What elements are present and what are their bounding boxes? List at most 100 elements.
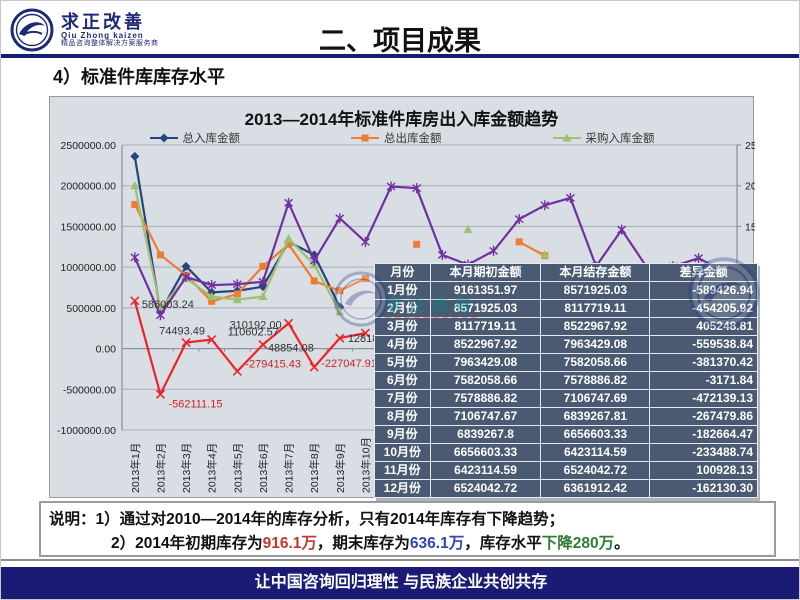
svg-text:2013年1月: 2013年1月 [129,443,142,493]
table-header-cell: 月份 [374,263,431,282]
table-row: 5月份 7963429.08 7582058.66 -381370.42 [374,353,758,372]
table-cell: -381370.42 [649,353,758,372]
svg-text:2013年2月: 2013年2月 [154,443,167,493]
svg-text:0.00: 0.00 [96,344,117,356]
svg-text:2013年4月: 2013年4月 [206,443,219,493]
table-cell: 4月份 [374,335,431,354]
table-cell: 7578886.82 [540,371,651,390]
svg-text:-279415.43: -279415.43 [245,358,301,370]
svg-text:2500: 2500 [745,140,755,152]
table-header: 月份 本月期初金额 本月结存金额 差异金额 [374,263,758,282]
table-cell: 8571925.03 [540,281,651,300]
table-cell: 7963429.08 [429,353,542,372]
table-cell: 7578886.82 [429,389,542,408]
table-cell: 7月份 [374,389,431,408]
table-cell: 11月份 [374,461,431,480]
table-cell: 10月份 [374,443,431,462]
page-title: 二、项目成果 [319,26,481,56]
svg-text:1000000.00: 1000000.00 [61,262,117,274]
table-cell: 6656603.33 [429,443,542,462]
table-cell: 7582058.66 [540,353,651,372]
svg-text:2000000.00: 2000000.00 [61,181,117,193]
table-cell: 405248.81 [649,317,758,336]
svg-text:12818: 12818 [348,333,379,345]
table-cell: 9161351.97 [429,281,542,300]
table-cell: -559538.84 [649,335,758,354]
svg-text:2013年9月: 2013年9月 [334,443,347,493]
svg-text:-1000000.00: -1000000.00 [57,425,116,437]
table-row: 12月份 6524042.72 6361912.42 -162130.30 [374,479,758,498]
table-cell: 8117719.11 [429,317,542,336]
table-cell: 8117719.11 [540,299,651,318]
table-cell: 9月份 [374,425,431,444]
table-cell: -3171.84 [649,371,758,390]
table-cell: -589426.94 [649,281,758,300]
legend-label: 总入库金额 [182,133,241,145]
svg-text:500000.00: 500000.00 [66,303,116,315]
legend-marker-icon [552,133,581,142]
svg-text:2013年7月: 2013年7月 [283,443,296,493]
table-cell: 1月份 [374,281,431,300]
legend-item: 采购入库金额 [552,130,655,146]
company-logo: 求正改善 Qiu Zhong kaizen 精品咨询整体解决方案服务商 [9,7,159,53]
svg-text:2013年6月: 2013年6月 [257,443,270,493]
section-title: 4）标准件库库存水平 [53,67,226,87]
table-cell: 6524042.72 [429,479,542,498]
footer-slogan: 让中国咨询回归理性 与民族企业共创共存 [1,567,799,599]
table-row: 8月份 7106747.67 6839267.81 -267479.86 [374,407,758,426]
table-cell: 6月份 [374,371,431,390]
table-cell: 12月份 [374,479,431,498]
svg-text:-227047.91: -227047.91 [321,358,377,370]
table-cell: 6656603.33 [540,425,651,444]
svg-text:2013年5月: 2013年5月 [231,443,244,493]
table-cell: 7582058.66 [429,371,542,390]
table-row: 3月份 8117719.11 8522967.92 405248.81 [374,317,758,336]
svg-text:2000: 2000 [745,181,755,193]
svg-text:2500000.00: 2500000.00 [61,140,117,152]
table-row: 6月份 7582058.66 7578886.82 -3171.84 [374,371,758,390]
svg-text:2013年3月: 2013年3月 [180,443,193,493]
svg-text:1500: 1500 [745,221,755,233]
svg-text:310192.00: 310192.00 [230,319,282,331]
svg-text:48854.08: 48854.08 [268,343,314,355]
table-header-cell: 本月期初金额 [429,263,542,282]
table-cell: -267479.86 [649,407,758,426]
table-cell: 6361912.42 [540,479,651,498]
notes-box: 说明：1）通过对2010—2014年的库存分析，只有2014年库存有下降趋势； … [39,501,776,557]
table-cell: 8522967.92 [429,335,542,354]
table-cell: 7106747.67 [429,407,542,426]
table-cell: -162130.30 [649,479,758,498]
table-row: 2月份 8571925.03 8117719.11 -454205.92 [374,299,758,318]
table-row: 11月份 6423114.59 6524042.72 100928.13 [374,461,758,480]
table-cell: -454205.92 [649,299,758,318]
logo-tagline: 精品咨询整体解决方案服务商 [61,39,159,47]
table-cell: 5月份 [374,353,431,372]
chart-title: 2013—2014年标准件库房出入库金额趋势 [244,110,559,129]
table-cell: 8522967.92 [540,317,651,336]
header-divider [1,54,799,58]
svg-text:586003.24: 586003.24 [142,299,194,311]
table-cell: 6423114.59 [540,443,651,462]
table-cell: 7963429.08 [540,335,651,354]
table-cell: 2月份 [374,299,431,318]
table-cell: 7106747.69 [540,389,651,408]
svg-text:-562111.15: -562111.15 [168,398,222,410]
table-cell: 100928.13 [649,461,758,480]
logo-title: 求正改善 [61,11,145,32]
table-cell: 6839267.81 [540,407,651,426]
svg-text:2013年8月: 2013年8月 [308,443,321,493]
chart-legend: 总入库金额 总出库金额 采购入库金额 [50,130,753,146]
table-row: 1月份 9161351.97 8571925.03 -589426.94 [374,281,758,300]
logo-subtitle: Qiu Zhong kaizen [61,30,144,40]
table-cell: 8571925.03 [429,299,542,318]
table-cell: 8月份 [374,407,431,426]
footer-divider [1,559,799,561]
table-cell: 6839267.8 [429,425,542,444]
legend-item: 总出库金额 [350,130,442,146]
value-ending-stock: 636.1万 [409,535,465,552]
legend-label: 总出库金额 [384,133,442,145]
table-header-cell: 差异金额 [649,263,758,282]
table-cell: -233488.74 [649,443,758,462]
notes-line2: 2）2014年初期库存为916.1万，期末库存为636.1万，库存水平下降280… [111,535,630,552]
